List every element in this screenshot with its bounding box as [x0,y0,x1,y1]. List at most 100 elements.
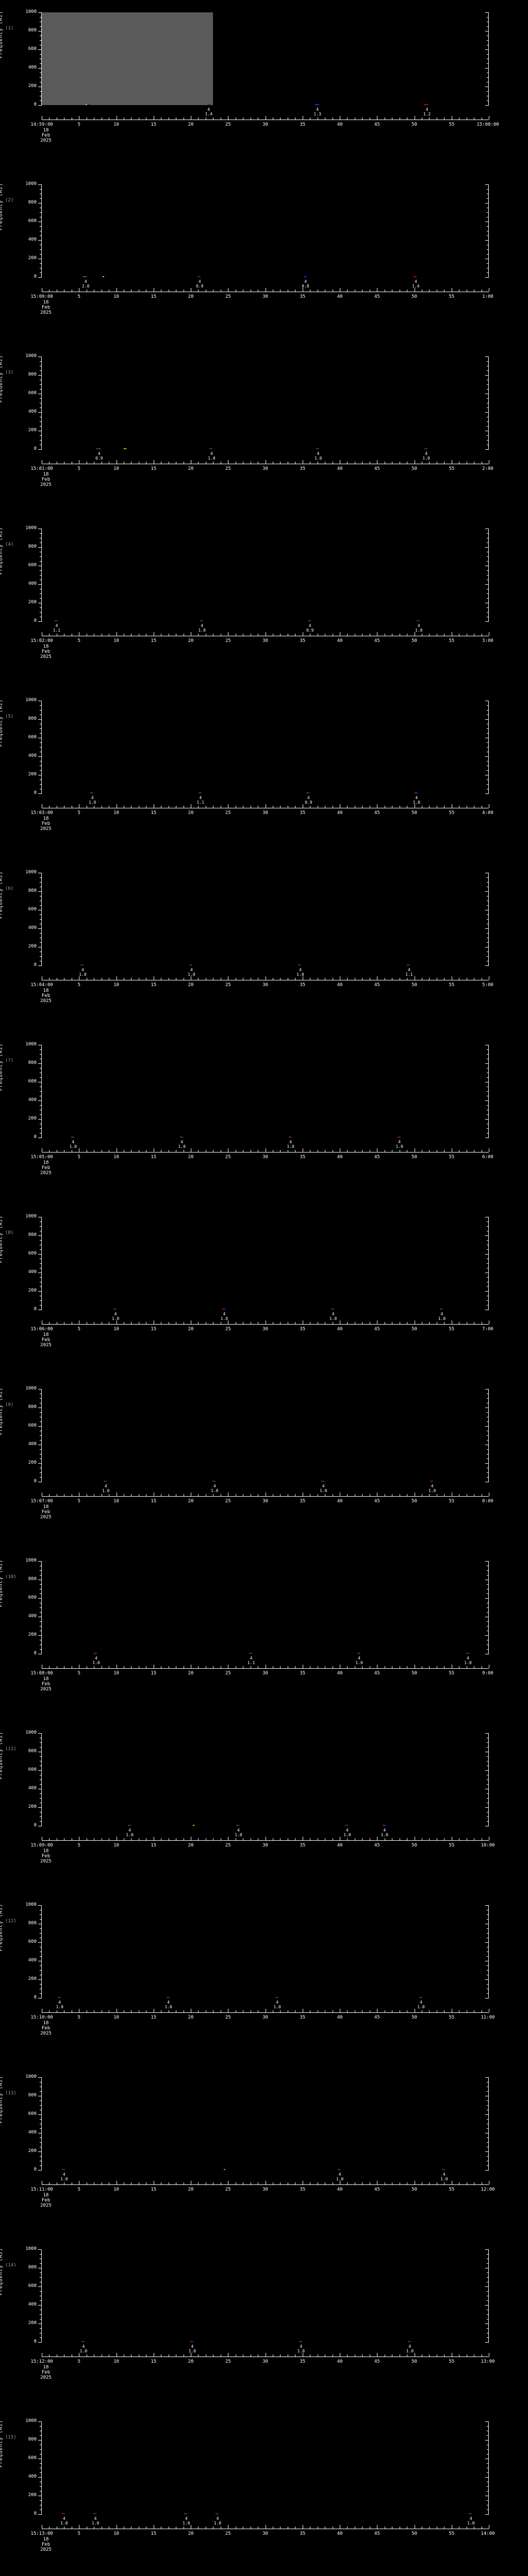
y-tick-label: 800 [28,2093,37,2098]
detection-marker[interactable] [82,276,89,277]
plot-area[interactable] [42,1561,489,1654]
detection-marker[interactable] [338,2168,342,2170]
plot-area[interactable] [42,529,489,621]
detection-marker[interactable] [94,1652,98,1654]
detection-marker[interactable] [102,276,105,277]
detection-marker[interactable] [179,1136,184,1138]
detection-marker[interactable] [382,1824,387,1826]
detection-marker[interactable] [275,1996,279,1998]
detection-marker[interactable] [414,276,418,277]
detection-marker[interactable] [90,792,94,793]
detection-marker[interactable] [397,1136,402,1138]
plot-area[interactable] [42,2249,489,2342]
detection-segment [417,620,419,621]
right-tick [487,1965,489,1966]
detection-marker[interactable] [200,620,204,621]
plot-area[interactable] [42,12,489,105]
detection-marker[interactable] [316,448,320,449]
detection-marker[interactable] [407,2341,412,2342]
detection-marker[interactable] [424,104,430,105]
detection-marker[interactable] [249,1652,253,1654]
detection-marker[interactable] [236,1824,240,1826]
detection-marker[interactable] [442,2168,446,2170]
plot-area[interactable] [42,1733,489,1826]
y-tick-label: 600 [28,391,37,396]
detection-marker[interactable] [414,792,419,793]
detection-marker[interactable] [345,1824,349,1826]
detection-marker[interactable] [222,1308,226,1310]
detection-marker[interactable] [198,792,203,793]
detection-marker[interactable] [216,2513,220,2514]
right-tick [487,2426,489,2427]
detection-marker[interactable] [184,2513,188,2514]
right-tick [487,1305,489,1306]
plot-area[interactable] [42,184,489,277]
detection-count: 4 [114,1312,117,1316]
detection-marker[interactable] [298,964,302,965]
panel-number: (7) [5,1058,14,1063]
detection-marker[interactable] [62,2168,66,2170]
detection-marker[interactable] [62,2513,66,2514]
detection-marker[interactable] [104,1480,108,1482]
detection-marker[interactable] [407,964,411,965]
y-tick [38,547,42,548]
detection-marker[interactable] [469,2513,473,2514]
detection-segment [82,276,85,277]
detection-marker[interactable] [166,1996,171,1998]
detection-score: 1.4 [412,284,420,289]
plot-area[interactable] [42,357,489,449]
detection-marker[interactable] [212,1480,217,1482]
detection-marker[interactable] [113,1308,118,1310]
plot-area[interactable] [42,701,489,793]
detection-marker[interactable] [205,104,212,105]
detection-marker[interactable] [192,1824,195,1826]
detection-marker[interactable] [430,1480,434,1482]
plot-area[interactable] [42,873,489,965]
detection-marker[interactable] [96,448,102,449]
detection-marker[interactable] [306,792,310,793]
detection-marker[interactable] [190,2341,194,2342]
detection-marker[interactable] [54,620,59,621]
plot-area[interactable] [42,1045,489,1138]
detection-marker[interactable] [439,1308,444,1310]
detection-marker[interactable] [303,276,308,277]
detection-segment [298,964,300,965]
detection-marker[interactable] [331,1308,335,1310]
plot-area[interactable] [42,2421,489,2514]
detection-marker[interactable] [357,1652,361,1654]
detection-marker[interactable] [189,964,193,965]
detection-segment [84,276,86,277]
detection-segment [82,2341,85,2342]
y-tick [40,1305,42,1306]
detection-marker[interactable] [321,1480,325,1482]
detection-marker[interactable] [224,2168,226,2170]
plot-area[interactable] [42,1389,489,1482]
detection-marker[interactable] [288,1136,293,1138]
detection-marker[interactable] [417,620,421,621]
detection-score: 1.0 [428,1488,436,1493]
detection-marker[interactable] [299,2341,303,2342]
detection-marker[interactable] [127,1824,132,1826]
detection-marker[interactable] [71,1136,75,1138]
detection-marker[interactable] [80,964,85,965]
x-tick [429,1322,430,1324]
detection-marker[interactable] [57,1996,62,1998]
detection-marker[interactable] [419,1996,423,1998]
detection-marker[interactable] [308,620,312,621]
detection-marker[interactable] [424,448,428,449]
detection-marker[interactable] [314,104,321,105]
detection-marker[interactable] [81,2341,86,2342]
plot-area[interactable] [42,1217,489,1310]
detection-marker[interactable] [86,104,92,105]
detection-count: 4 [237,1828,240,1833]
detection-marker[interactable] [466,1652,470,1654]
detection-marker[interactable] [93,2513,97,2514]
detection-label: 4 1.1 [53,623,60,633]
plot-area[interactable] [42,2077,489,2170]
plot-area[interactable] [42,1905,489,1998]
detection-marker[interactable] [197,276,202,277]
detection-marker[interactable] [124,448,128,449]
detection-label: 4 0.9 [95,451,103,461]
detection-marker[interactable] [209,448,213,449]
detection-segment [317,104,319,105]
